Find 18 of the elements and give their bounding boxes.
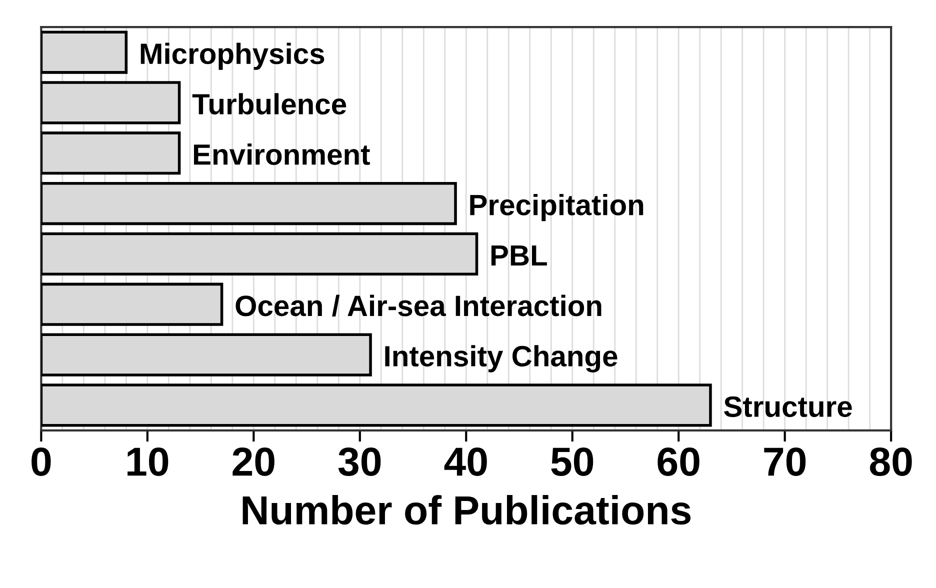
y-tick-label: Intensity Change	[385, 345, 618, 372]
x-tick-label: 20	[232, 447, 274, 476]
y-tick-label: Microphysics	[140, 42, 324, 70]
x-tick-label: 70	[764, 447, 806, 476]
x-tick-label: 0	[32, 447, 51, 476]
x-tick-label: 50	[551, 447, 594, 476]
x-tick-label: 10	[128, 447, 168, 476]
y-tick-label: Turbulence	[192, 93, 346, 115]
y-tick-label: Structure	[724, 396, 852, 418]
y-tick-label: Precipitation	[470, 194, 644, 222]
y-tick-label: Environment	[194, 144, 370, 165]
x-tick-label: 80	[870, 447, 912, 476]
y-tick-label: PBL	[491, 245, 547, 266]
x-tick-label: 60	[658, 447, 700, 476]
y-tick-label: Ocean / Air-sea Interaction	[236, 294, 602, 317]
x-tick-label: 30	[338, 447, 381, 476]
x-tick-label: 40	[444, 447, 487, 476]
x-axis-title: Number of Publications	[242, 495, 691, 525]
